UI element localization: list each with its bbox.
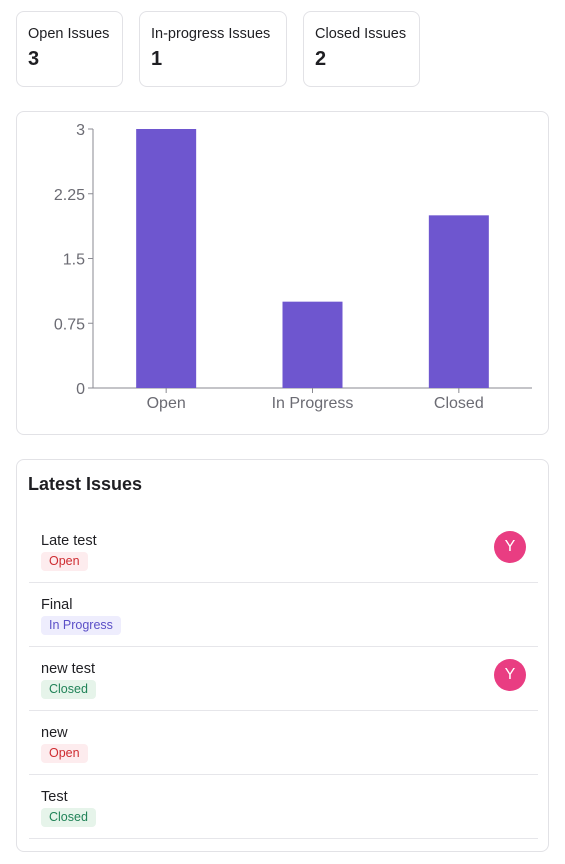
issue-row[interactable]: Late test Open Y bbox=[29, 519, 538, 583]
bar bbox=[428, 215, 489, 388]
in-progress-issues-card: In-progress Issues 1 bbox=[139, 11, 287, 87]
y-tick-label: 3 bbox=[76, 122, 85, 139]
latest-issues-card: Latest Issues Late test Open Y Final In … bbox=[16, 459, 549, 852]
closed-issues-card: Closed Issues 2 bbox=[303, 11, 420, 87]
issues-bar-chart: 0 0.75 1.5 2.25 3 Open In Progress Closed bbox=[54, 122, 532, 412]
status-badge: Open bbox=[41, 552, 88, 571]
issue-title-link[interactable]: Test bbox=[41, 789, 68, 805]
x-tick-label: Closed bbox=[434, 395, 484, 412]
y-tick-label: 2.25 bbox=[54, 187, 85, 204]
latest-issues-title: Latest Issues bbox=[28, 474, 143, 494]
y-tick-label: 0.75 bbox=[54, 316, 85, 333]
stat-label: Closed Issues bbox=[315, 26, 407, 42]
status-badge: Closed bbox=[41, 680, 96, 699]
stat-label: Open Issues bbox=[28, 26, 110, 42]
x-tick-label: In Progress bbox=[272, 395, 354, 412]
issue-title-link[interactable]: Late test bbox=[41, 533, 97, 549]
assignee-avatar: Y bbox=[494, 531, 526, 563]
issue-row[interactable]: new Open bbox=[29, 711, 538, 775]
stat-value: 3 bbox=[28, 48, 40, 70]
status-badge: In Progress bbox=[41, 616, 121, 635]
issue-list: Late test Open Y Final In Progress new t… bbox=[29, 519, 538, 839]
issue-title-link[interactable]: new bbox=[41, 725, 68, 741]
issues-bar-chart-card: 0 0.75 1.5 2.25 3 Open In Progress Closed bbox=[16, 111, 549, 435]
status-badge: Closed bbox=[41, 808, 96, 827]
issue-row[interactable]: Final In Progress bbox=[29, 583, 538, 647]
bar bbox=[282, 301, 343, 388]
stat-value: 1 bbox=[151, 48, 163, 70]
issue-title-link[interactable]: Final bbox=[41, 597, 73, 613]
stat-value: 2 bbox=[315, 48, 327, 70]
stat-label: In-progress Issues bbox=[151, 26, 271, 42]
assignee-avatar: Y bbox=[494, 659, 526, 691]
status-badge: Open bbox=[41, 744, 88, 763]
bar bbox=[136, 129, 197, 388]
y-tick-label: 0 bbox=[76, 381, 85, 398]
issue-row[interactable]: Test Closed bbox=[29, 775, 538, 839]
x-tick-label: Open bbox=[147, 395, 186, 412]
open-issues-card: Open Issues 3 bbox=[16, 11, 123, 87]
y-tick-label: 1.5 bbox=[63, 252, 85, 269]
issue-title-link[interactable]: new test bbox=[41, 661, 95, 677]
issue-row[interactable]: new test Closed Y bbox=[29, 647, 538, 711]
